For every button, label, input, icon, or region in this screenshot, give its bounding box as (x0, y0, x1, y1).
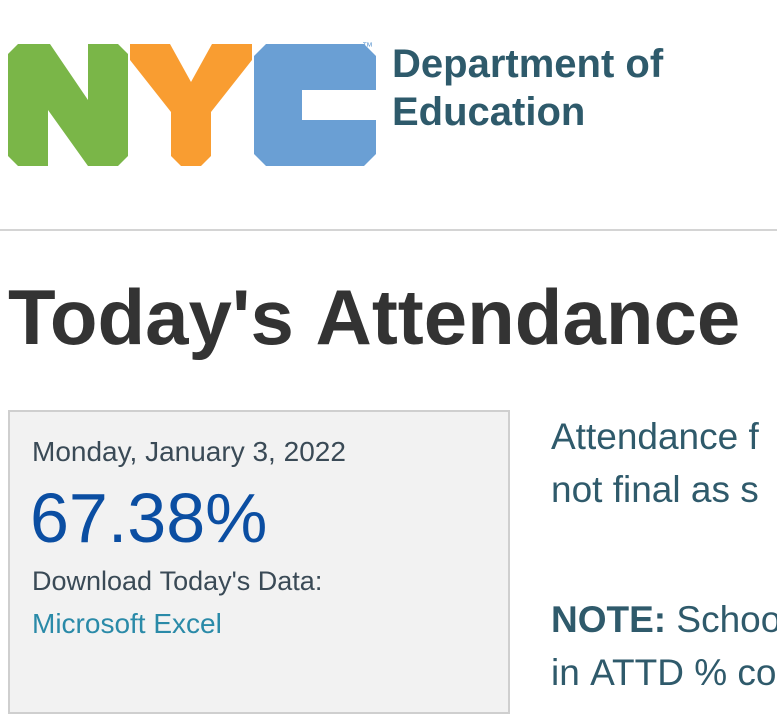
note-label: NOTE: (551, 599, 667, 640)
attendance-percentage: 67.38% (30, 479, 268, 557)
nyc-logo: ™ (8, 41, 376, 166)
side-text: not final as s (551, 469, 759, 510)
date: Monday, January 3, 2022 (32, 436, 346, 467)
note: NOTE: Schoo (551, 599, 777, 641)
logo-c (254, 44, 376, 166)
excel-link[interactable]: Microsoft Excel (32, 608, 222, 639)
divider (0, 229, 777, 231)
logo-n (8, 44, 128, 166)
attendance-card: Monday, January 3, 2022 67.38% Download … (8, 410, 510, 714)
department-name: Education (392, 90, 586, 134)
note-text: in ATTD % co (551, 652, 777, 693)
logo-y (130, 44, 252, 166)
department-name: Department of (392, 42, 664, 86)
note-text: Schoo (666, 599, 777, 640)
page-title: Today's Attendance (8, 273, 741, 361)
side-text: Attendance f (551, 416, 759, 457)
trademark: ™ (362, 41, 373, 53)
download-label: Download Today's Data: (32, 566, 323, 596)
